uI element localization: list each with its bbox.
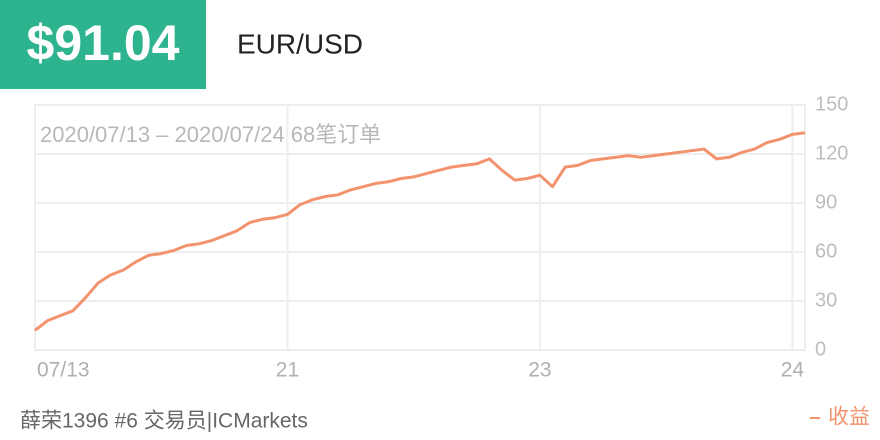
line <box>34 131 806 332</box>
x-tick-label: 24 <box>781 359 805 382</box>
plot-frame <box>34 104 806 351</box>
y-tick-label: 90 <box>815 191 837 213</box>
y-tick-label: 120 <box>815 142 848 164</box>
y-tick-label: 60 <box>815 240 837 262</box>
x-tick-label: 21 <box>276 359 299 382</box>
chart-subtitle: EUR/USD <box>237 28 363 59</box>
x-tick-label: 07/13 <box>37 359 90 382</box>
price-badge <box>0 0 206 89</box>
legend-label: 收益 <box>828 406 870 429</box>
chart-title: $91.04 <box>27 15 180 71</box>
annotation: 2020/07/13 – 2020/07/24 68笔订单 <box>40 122 381 147</box>
y-tick-label: 30 <box>815 289 837 311</box>
y-tick-label: 0 <box>815 338 826 360</box>
x-tick-label: 23 <box>528 359 551 382</box>
y-tick-label: 150 <box>815 93 848 115</box>
footer: 薛荣1396 #6 交易员|ICMarkets <box>20 410 308 433</box>
